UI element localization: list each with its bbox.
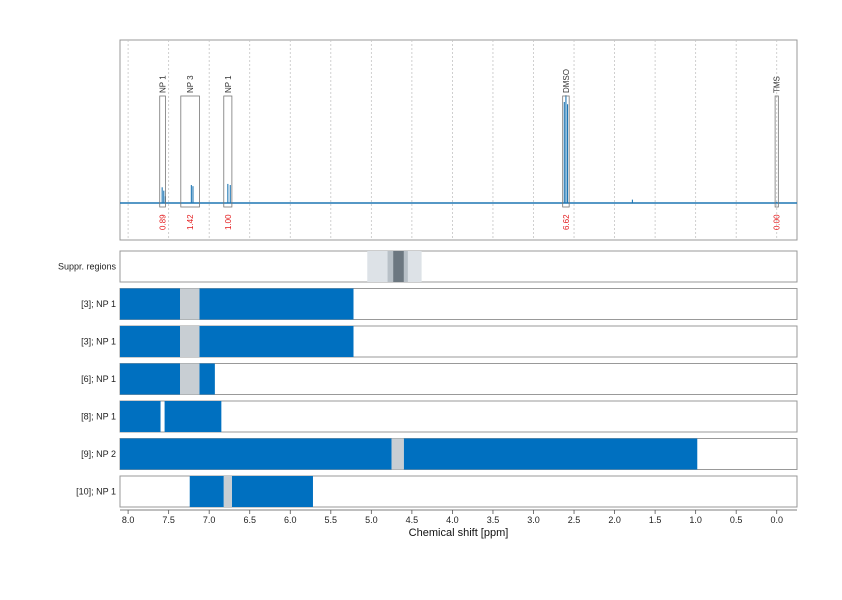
annotation-label: NP 3 [186,75,195,93]
x-tick-label: 6.5 [243,515,256,525]
row-segment [189,476,224,507]
annotation-label: TMS [773,76,782,93]
x-tick-label: 2.0 [608,515,621,525]
x-tick-label: 5.5 [325,515,338,525]
x-tick-label: 3.0 [527,515,540,525]
integral-label: 1.42 [186,214,195,230]
row-gap [179,288,200,320]
integral-label: 0.00 [773,214,782,230]
row-segment [120,326,180,357]
x-tick-label: 4.5 [406,515,419,525]
annotation-label: DMSO [562,69,571,93]
row-gap [179,326,200,357]
integral-label: 1.00 [224,214,233,230]
x-tick-label: 7.0 [203,515,216,525]
x-tick-label: 1.0 [689,515,702,525]
x-tick-label: 5.0 [365,515,378,525]
x-tick-label: 0.5 [730,515,743,525]
row-segment [231,476,313,507]
row-label: [6]; NP 1 [81,374,116,384]
row-gap [391,438,404,470]
row-segment [120,438,392,470]
x-tick-label: 3.5 [487,515,500,525]
row-segment [199,288,354,320]
spectrum-panel [119,39,798,241]
x-tick-label: 7.5 [162,515,175,525]
annotation-box [180,95,200,208]
row-segment [120,401,161,432]
x-tick-label: 4.0 [446,515,459,525]
x-axis-title: Chemical shift [ppm] [409,527,509,539]
annotation-box [223,95,233,208]
integral-label: 0.89 [159,214,168,230]
x-tick-label: 2.5 [568,515,581,525]
annotation-box [562,95,570,208]
annotation-label: NP 1 [159,75,168,93]
row-label: [10]; NP 1 [76,487,116,497]
x-tick-label: 1.5 [649,515,662,525]
annotation-box [159,95,166,208]
x-tick-label: 0.0 [770,515,783,525]
row-gap [179,363,200,395]
row-label: [3]; NP 1 [81,299,116,309]
row-panel [119,363,798,395]
row-segment [199,326,354,357]
row-segment [164,401,222,432]
row-label: Suppr. regions [58,262,117,272]
x-tick-label: 8.0 [122,515,135,525]
row-label: [8]; NP 1 [81,412,116,422]
suppression-panel [119,250,798,283]
row-gap [223,476,232,507]
annotation-label: NP 1 [224,75,233,93]
annotation-box [774,95,779,208]
row-label: [3]; NP 1 [81,337,116,347]
row-segment [403,438,698,470]
x-tick-label: 6.0 [284,515,297,525]
row-label: [9]; NP 2 [81,449,116,459]
row-segment [120,288,180,320]
integral-label: 6.62 [562,214,571,230]
suppression-inner [393,251,404,282]
row-segment [199,363,215,395]
row-panel [119,400,798,433]
row-segment [120,363,180,395]
